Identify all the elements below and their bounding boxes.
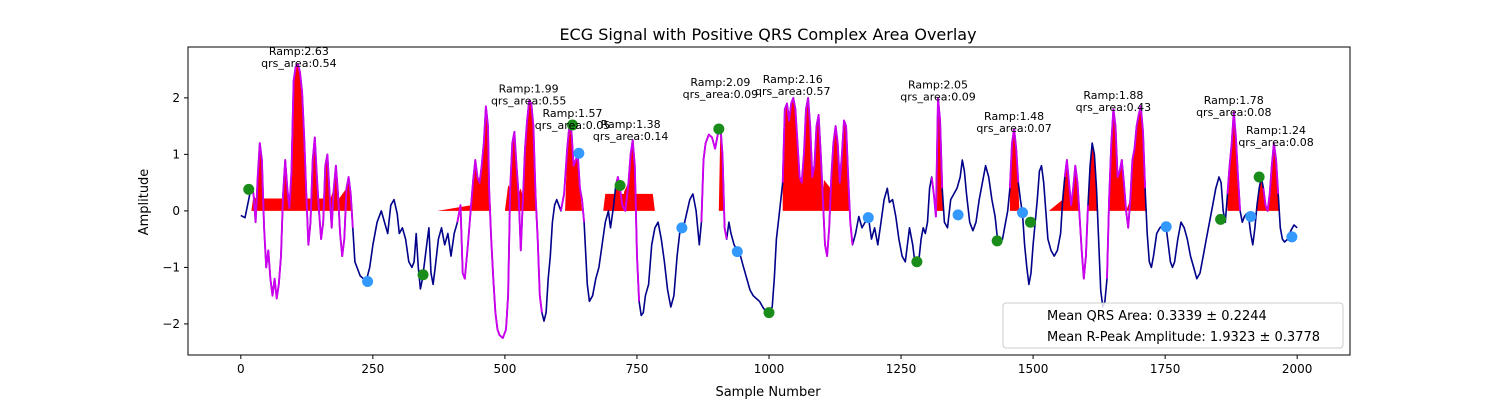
x-tick-label-1: 250 bbox=[361, 362, 384, 376]
x-tick-label-6: 1500 bbox=[1018, 362, 1049, 376]
y-tick-label-4: 2 bbox=[172, 91, 180, 105]
marker-point-3 bbox=[732, 246, 743, 257]
r-peak-point-7 bbox=[992, 235, 1003, 246]
y-tick-label-1: −1 bbox=[162, 260, 180, 274]
y-tick-label-3: 1 bbox=[172, 147, 180, 161]
qrs-area-5 bbox=[603, 194, 655, 211]
r-peak-point-8 bbox=[1025, 217, 1036, 228]
annotation-qrs-area-10: qrs_area:0.08 bbox=[1238, 136, 1313, 149]
r-peak-point-4 bbox=[713, 123, 724, 134]
legend: Mean QRS Area: 0.3339 ± 0.2244 Mean R-Pe… bbox=[1003, 303, 1343, 348]
annotation-qrs-area-0: qrs_area:0.54 bbox=[261, 57, 336, 70]
annotation-qrs-area-6: qrs_area:0.09 bbox=[900, 91, 975, 104]
x-tick-label-7: 1750 bbox=[1150, 362, 1181, 376]
r-peak-point-1 bbox=[418, 269, 429, 280]
marker-point-1 bbox=[573, 148, 584, 159]
annotation-qrs-area-7: qrs_area:0.07 bbox=[976, 122, 1051, 135]
annotation-qrs-area-9: qrs_area:0.08 bbox=[1196, 106, 1271, 119]
marker-point-8 bbox=[1245, 211, 1256, 222]
marker-point-6 bbox=[1017, 207, 1028, 218]
legend-entry-r-peak-amplitude: Mean R-Peak Amplitude: 1.9323 ± 0.3778 bbox=[1047, 330, 1320, 345]
marker-point-9 bbox=[1286, 231, 1297, 242]
x-axis-label: Sample Number bbox=[715, 385, 821, 400]
annotation-qrs-area-3: qrs_area:0.14 bbox=[593, 130, 668, 143]
r-peak-point-10 bbox=[1254, 171, 1265, 182]
r-peak-point-0 bbox=[243, 184, 254, 195]
marker-point-0 bbox=[362, 276, 373, 287]
x-tick-label-2: 500 bbox=[493, 362, 516, 376]
annotation-qrs-area-8: qrs_area:0.43 bbox=[1076, 101, 1151, 114]
x-tick-label-8: 2000 bbox=[1282, 362, 1313, 376]
annotation-qrs-area-1: qrs_area:0.55 bbox=[491, 95, 566, 108]
r-peak-point-5 bbox=[764, 307, 775, 318]
chart-title: ECG Signal with Positive QRS Complex Are… bbox=[559, 25, 976, 44]
annotation-qrs-area-5: qrs_area:0.57 bbox=[755, 85, 830, 98]
legend-entry-qrs-area: Mean QRS Area: 0.3339 ± 0.2244 bbox=[1047, 309, 1267, 324]
r-peak-point-3 bbox=[615, 180, 626, 191]
y-axis-label: Amplitude bbox=[137, 169, 152, 236]
marker-point-5 bbox=[953, 209, 964, 220]
marker-point-4 bbox=[863, 212, 874, 223]
marker-point-2 bbox=[676, 222, 687, 233]
y-tick-label-0: −2 bbox=[162, 317, 180, 331]
r-peak-point-9 bbox=[1215, 214, 1226, 225]
r-peak-point-6 bbox=[911, 256, 922, 267]
x-tick-label-3: 750 bbox=[626, 362, 649, 376]
x-tick-label-4: 1000 bbox=[754, 362, 785, 376]
annotation-qrs-area-4: qrs_area:0.09 bbox=[683, 88, 758, 101]
y-tick-label-2: 0 bbox=[172, 204, 180, 218]
marker-point-7 bbox=[1161, 221, 1172, 232]
x-tick-label-0: 0 bbox=[237, 362, 245, 376]
x-tick-label-5: 1250 bbox=[886, 362, 917, 376]
